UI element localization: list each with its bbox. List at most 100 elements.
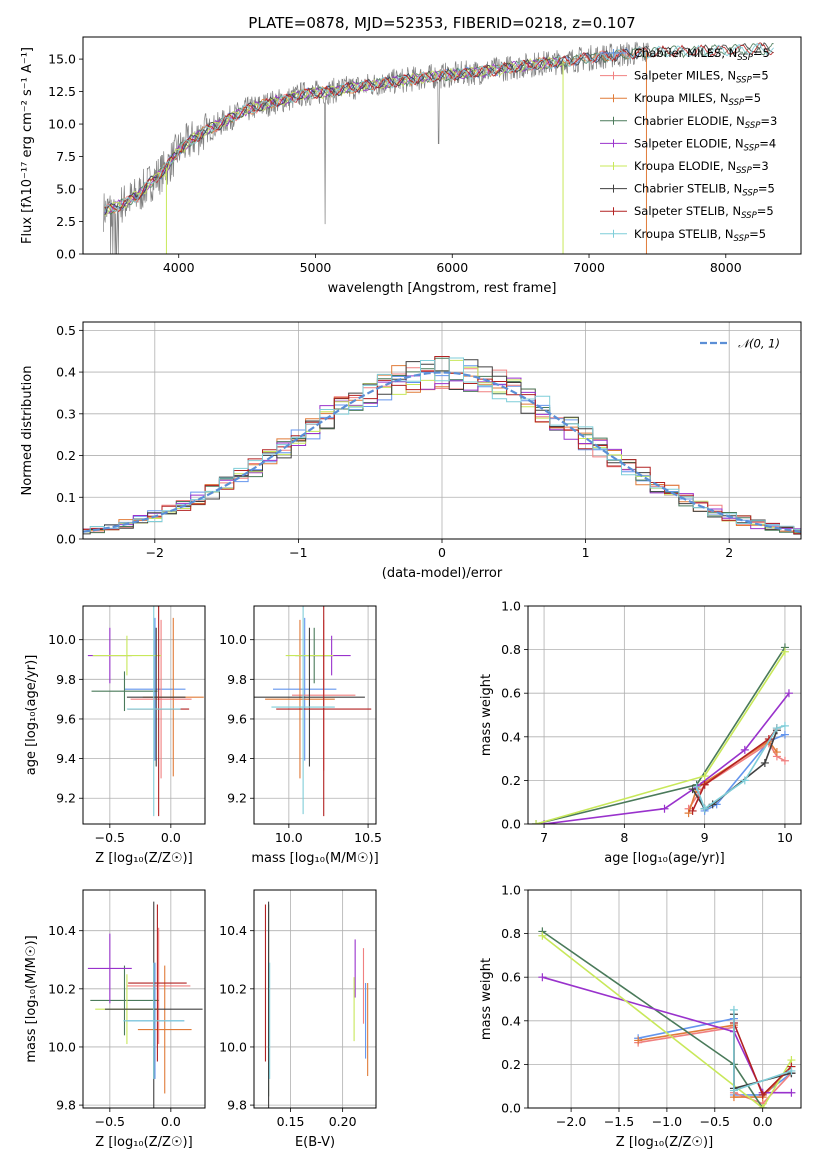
y-tick-label: 10.4 bbox=[48, 923, 76, 938]
y-tick-label: 10.0 bbox=[48, 1039, 76, 1054]
series-point bbox=[787, 1088, 796, 1097]
x-tick-label: 0.15 bbox=[277, 1114, 305, 1129]
y-tick-label: 0.4 bbox=[501, 1013, 521, 1028]
x-axis-label: wavelength [Angstrom, rest frame] bbox=[328, 281, 557, 296]
series-line bbox=[691, 727, 778, 812]
legend-entry-text: Kroupa MILES, N bbox=[634, 91, 729, 105]
errorbar-chabrier-stelib bbox=[126, 627, 186, 767]
x-tick-label: 4000 bbox=[163, 260, 195, 275]
axes-frame bbox=[527, 605, 802, 825]
errorbar-chabrier-elodie bbox=[90, 965, 159, 1036]
panel-mass-vs-EBV: 0.15 0.20 9.8 10.0 10.2 10.4 E(B-V) bbox=[219, 889, 377, 1150]
y-axis-label: mass weight bbox=[479, 674, 494, 756]
series-point bbox=[740, 776, 749, 785]
plot-area-massweight-vs-Z bbox=[538, 927, 796, 1108]
errorbar-kroupa-stelib bbox=[271, 606, 335, 815]
x-tick-label: −1.0 bbox=[652, 1114, 682, 1129]
y-tick-label: 0.2 bbox=[501, 1057, 521, 1072]
y-tick-label: 0.0 bbox=[501, 817, 521, 832]
y-tick-label: 0.8 bbox=[501, 642, 521, 657]
legend-entry: Salpeter ELODIE, NSSP=4 bbox=[634, 136, 776, 153]
series-point bbox=[780, 756, 789, 765]
axes-frame bbox=[82, 321, 802, 540]
x-tick-label: 0 bbox=[438, 545, 446, 560]
axes-frame bbox=[82, 605, 206, 825]
series-point bbox=[688, 806, 697, 815]
plot-area-mass-vs-Z bbox=[87, 901, 203, 1108]
x-tick-label: −1.5 bbox=[604, 1114, 634, 1129]
series-point bbox=[660, 804, 669, 813]
x-axis-label: Z [log₁₀(Z/Z☉)] bbox=[95, 1135, 192, 1150]
y-tick-label: 10.0 bbox=[48, 117, 76, 132]
x-axis-label: mass [log₁₀(M/M☉)] bbox=[251, 851, 378, 866]
errorbar-chabrier-miles bbox=[273, 617, 337, 761]
legend-entry-text: Salpeter ELODIE, N bbox=[634, 136, 744, 150]
x-tick-label: 0.0 bbox=[161, 830, 181, 845]
errorbar-kroupa-stelib bbox=[123, 962, 185, 1079]
legend-entry-value: =3 bbox=[760, 114, 777, 128]
y-tick-label: 0.5 bbox=[56, 323, 76, 338]
x-tick-label: 2 bbox=[725, 545, 733, 560]
series-point bbox=[772, 748, 781, 757]
legend-entry: Salpeter STELIB, NSSP=5 bbox=[634, 204, 774, 221]
chart-title: PLATE=0878, MJD=52353, FIBERID=0218, z=0… bbox=[248, 14, 635, 32]
legend-entry-text: Chabrier MILES, N bbox=[634, 46, 737, 60]
series-point bbox=[692, 782, 701, 791]
y-tick-label: 9.8 bbox=[227, 672, 247, 687]
legend-entry-subscript: SSP bbox=[744, 143, 760, 153]
series-point bbox=[784, 689, 793, 698]
legend-entry: 𝒩(0, 1) bbox=[738, 337, 780, 351]
series-point bbox=[538, 931, 547, 940]
plot-area-massweight-vs-age bbox=[532, 643, 793, 824]
legend-entry: Kroupa ELODIE, NSSP=3 bbox=[634, 159, 769, 176]
y-tick-label: 9.2 bbox=[56, 791, 76, 806]
x-tick-label: 0.0 bbox=[161, 1114, 181, 1129]
series-point bbox=[532, 820, 541, 824]
legend-entry-text: Chabrier STELIB, N bbox=[634, 182, 742, 196]
y-tick-label: 9.8 bbox=[227, 1098, 247, 1113]
panel-age-vs-Z: −0.5 0.0 9.2 9.4 9.6 9.8 10.0 Z [log₁₀(Z/Z☉)] ag… bbox=[24, 605, 206, 866]
y-tick-label: 9.8 bbox=[56, 1098, 76, 1113]
series-line bbox=[535, 651, 786, 824]
histogram-kroupa-miles bbox=[83, 365, 801, 532]
legend-entry-subscript: SSP bbox=[736, 76, 752, 86]
panel-massweight-vs-age: 7 8 9 10 0.0 0.2 0.4 0.6 0.8 1.0 age [log₁₀(age/yr… bbox=[479, 599, 802, 866]
x-tick-label: 0.0 bbox=[753, 1114, 773, 1129]
y-tick-label: 0.6 bbox=[501, 970, 521, 985]
x-tick-label: −0.5 bbox=[95, 830, 125, 845]
series-point bbox=[760, 758, 769, 767]
series-line bbox=[535, 646, 786, 824]
x-tick-label: 0.20 bbox=[329, 1114, 357, 1129]
series-point bbox=[780, 647, 789, 656]
legend-entry-text: Kroupa STELIB, N bbox=[634, 227, 734, 241]
series-chabrier-elodie bbox=[532, 643, 789, 824]
legend-entry-value: =5 bbox=[758, 182, 775, 196]
plot-area-age-vs-mass bbox=[254, 606, 372, 817]
series-point bbox=[634, 1036, 643, 1045]
x-axis-label: (data-model)/error bbox=[382, 566, 503, 581]
axes-frame bbox=[82, 889, 206, 1109]
errorbar-salpeter-stelib bbox=[276, 606, 372, 817]
legend-entry-value: =4 bbox=[759, 136, 776, 150]
legend-entry-text: Kroupa ELODIE, N bbox=[634, 159, 736, 173]
errorbar-salpeter-stelib bbox=[128, 904, 187, 1062]
legend-entry: Kroupa MILES, NSSP=5 bbox=[634, 91, 761, 108]
y-tick-label: 12.5 bbox=[48, 84, 76, 99]
model-spectrum-kroupa-elodie bbox=[104, 56, 563, 216]
y-tick-label: 10.2 bbox=[219, 981, 247, 996]
y-tick-label: 9.4 bbox=[227, 751, 247, 766]
errorbar-kroupa-miles bbox=[137, 965, 192, 1094]
legend-entry-value: =5 bbox=[752, 69, 769, 83]
x-tick-label: 7 bbox=[540, 830, 548, 845]
panel-massweight-vs-Z: −2.0 −1.5 −1.0 −0.5 0.0 0.0 0.2 0.4 0.6 0.8 1.0 Z [… bbox=[479, 883, 802, 1150]
errorbar-chabrier-elodie bbox=[91, 671, 158, 712]
errorbar-chabrier-miles bbox=[124, 617, 186, 761]
legend-entry-subscript: SSP bbox=[737, 53, 753, 63]
x-tick-label: −0.5 bbox=[700, 1114, 730, 1129]
x-tick-label: 10.5 bbox=[354, 830, 382, 845]
x-axis-label: E(B-V) bbox=[295, 1135, 335, 1150]
legend-entry: Kroupa STELIB, NSSP=5 bbox=[634, 227, 766, 244]
y-tick-label: 0.0 bbox=[56, 247, 76, 262]
y-axis-label: age [log₁₀(age/yr)] bbox=[24, 655, 39, 776]
errorbar-kroupa-stelib bbox=[126, 606, 181, 817]
